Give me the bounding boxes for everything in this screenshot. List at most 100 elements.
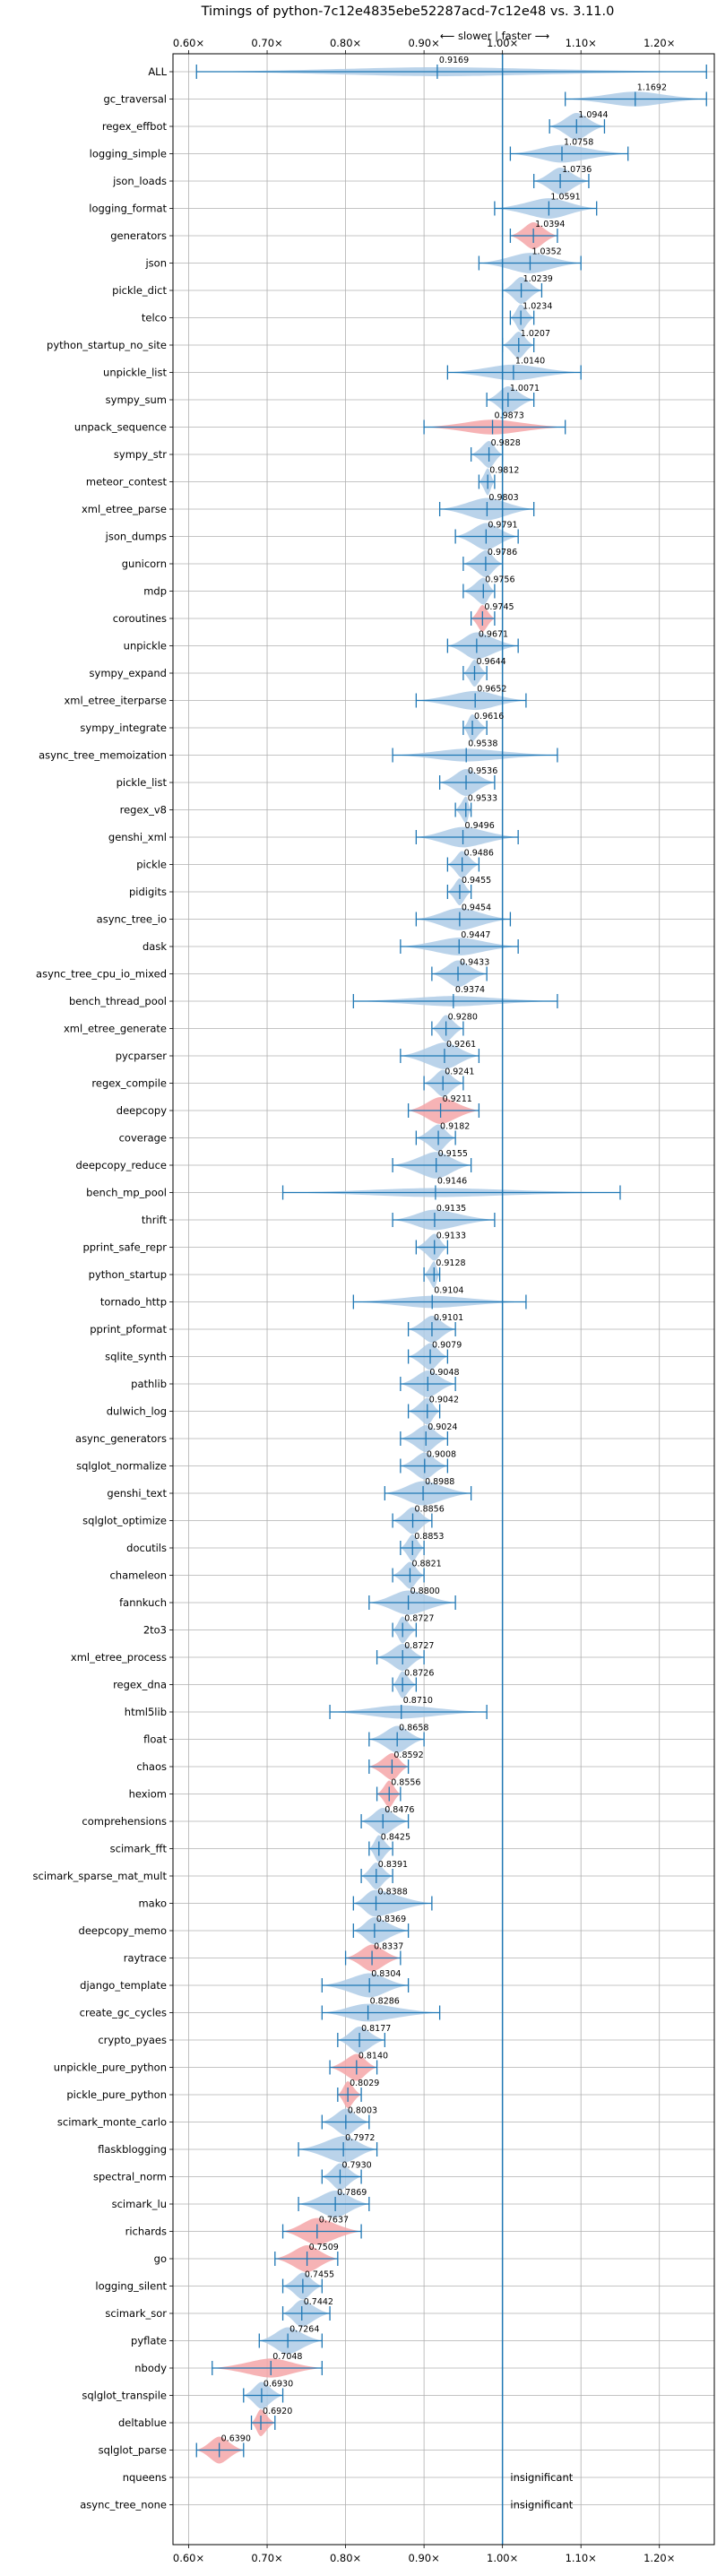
median-value-label: 0.9786 — [488, 548, 517, 558]
median-value-label: 0.6390 — [221, 2434, 251, 2444]
benchmark-label: xml_etree_iterparse — [64, 695, 167, 707]
benchmark-label: pathlib — [131, 1378, 167, 1390]
median-value-label: 0.7264 — [289, 2325, 319, 2335]
median-value-label: 0.9042 — [429, 1396, 459, 1405]
median-value-label: 0.6920 — [263, 2407, 292, 2416]
x-tick-label-bottom: 1.00× — [487, 2552, 518, 2564]
benchmark-label: pidigits — [129, 886, 167, 898]
median-value-label: 1.0239 — [523, 274, 553, 284]
benchmark-label: deepcopy_memo — [79, 1924, 167, 1937]
median-value-label: 0.7509 — [309, 2243, 339, 2252]
median-value-label: 0.8726 — [404, 1669, 434, 1679]
median-value-label: 0.6930 — [263, 2380, 293, 2390]
benchmark-label: async_tree_memoization — [39, 749, 167, 762]
benchmark-label: async_generators — [75, 1432, 167, 1445]
benchmark-label: spectral_norm — [93, 2171, 167, 2183]
benchmark-label: telco — [142, 312, 167, 324]
median-value-label: 0.8425 — [381, 1833, 410, 1843]
median-value-label: 0.8800 — [410, 1586, 440, 1596]
benchmark-label: dask — [143, 940, 167, 953]
benchmark-label: regex_compile — [91, 1077, 167, 1090]
benchmark-label: docutils — [126, 1542, 167, 1554]
benchmark-label: logging_format — [89, 203, 167, 215]
benchmark-label: unpickle_list — [103, 367, 167, 379]
benchmark-label: xml_etree_process — [71, 1651, 167, 1664]
benchmark-label: unpickle — [124, 640, 167, 653]
benchmark-label: deepcopy_reduce — [75, 1159, 167, 1171]
median-value-label: 0.8177 — [361, 2024, 391, 2034]
median-value-label: 0.9756 — [485, 575, 514, 585]
median-value-label: 1.0207 — [521, 329, 550, 339]
benchmark-label: raytrace — [124, 1952, 167, 1965]
median-value-label: 0.9048 — [429, 1368, 459, 1378]
median-value-label: 0.7637 — [319, 2216, 349, 2226]
median-value-label: 0.9812 — [489, 466, 519, 476]
benchmark-label: crypto_pyaes — [98, 2034, 167, 2046]
benchmark-label: scimark_lu — [112, 2198, 167, 2210]
benchmark-label: pickle_dict — [112, 284, 167, 297]
median-value-label: 0.8391 — [378, 1860, 408, 1870]
median-value-label: 0.9533 — [468, 794, 497, 804]
benchmark-label: unpack_sequence — [74, 421, 167, 434]
median-value-label: 0.8369 — [376, 1915, 406, 1924]
median-value-label: 0.7048 — [272, 2352, 302, 2362]
median-value-label: 0.8286 — [370, 1997, 400, 2007]
benchmark-label: bench_mp_pool — [86, 1187, 167, 1199]
benchmark-label: comprehensions — [82, 1815, 167, 1828]
benchmark-label: hexiom — [129, 1788, 167, 1801]
insignificant-note: insignificant — [510, 2499, 573, 2511]
benchmark-label: flaskblogging — [98, 2143, 167, 2156]
median-value-label: 1.0352 — [531, 247, 561, 257]
median-value-label: 0.7442 — [304, 2297, 333, 2307]
median-value-label: 0.9024 — [428, 1422, 457, 1432]
median-value-label: 0.9644 — [476, 657, 505, 667]
benchmark-label: async_tree_io — [97, 913, 167, 926]
benchmark-label: bench_thread_pool — [69, 995, 167, 1007]
x-tick-label-bottom: 1.20× — [644, 2552, 675, 2564]
benchmark-label: pickle — [136, 859, 167, 871]
median-value-label: 0.9008 — [427, 1450, 456, 1460]
benchmark-label: python_startup — [89, 1268, 167, 1281]
benchmark-label: sympy_sum — [106, 393, 167, 406]
chart-title: Timings of python-7c12e4835ebe52287acd-7… — [201, 4, 615, 19]
x-tick-label-top: 0.60× — [173, 37, 204, 49]
benchmark-label: pprint_safe_repr — [82, 1241, 167, 1254]
median-value-label: 0.9447 — [461, 930, 490, 940]
median-value-label: 0.7455 — [305, 2270, 334, 2280]
benchmark-label: mako — [138, 1897, 167, 1910]
benchmark-label: logging_simple — [90, 148, 167, 160]
benchmark-label: dulwich_log — [107, 1405, 167, 1418]
benchmark-label: unpickle_pure_python — [54, 2062, 167, 2074]
median-value-label: 0.7972 — [345, 2133, 375, 2143]
benchmark-label: meteor_contest — [86, 476, 168, 488]
median-value-label: 0.9261 — [446, 1040, 476, 1050]
median-value-label: 0.8592 — [393, 1750, 423, 1760]
benchmark-label: coverage — [119, 1132, 167, 1145]
median-value-label: 0.8029 — [350, 2079, 379, 2088]
benchmark-label: genshi_xml — [108, 831, 167, 843]
median-value-label: 0.8304 — [371, 1969, 401, 1979]
x-tick-label-top: 1.20× — [644, 37, 675, 49]
benchmark-label: pyflate — [131, 2335, 167, 2347]
benchmark-label: richards — [125, 2226, 167, 2238]
benchmark-label: django_template — [80, 1979, 167, 1992]
median-value-label: 0.8658 — [399, 1724, 428, 1733]
benchmark-label: sympy_str — [114, 448, 167, 461]
labels-layer: 0.60× 0.60× 0.70× 0.70× 0.80× 0.80× 0.90× 0.90×… — [33, 37, 676, 2564]
benchmark-label: async_tree_cpu_io_mixed — [36, 968, 167, 981]
median-value-label: 0.9104 — [434, 1286, 463, 1296]
x-tick-label-top: 1.00× — [487, 37, 518, 49]
x-tick-label-bottom: 0.70× — [251, 2552, 282, 2564]
benchmark-label: html5lib — [125, 1706, 167, 1718]
benchmark-label: float — [143, 1733, 167, 1746]
benchmark-label: sympy_expand — [90, 667, 167, 679]
median-value-label: 0.9538 — [468, 739, 497, 749]
benchmark-label: xml_etree_parse — [82, 503, 167, 515]
benchmark-label: pycparser — [116, 1050, 168, 1062]
median-value-label: 1.0071 — [510, 384, 540, 393]
benchmark-label: python_startup_no_site — [47, 339, 167, 351]
benchmark-label: pickle_list — [117, 776, 168, 789]
median-value-label: 0.9241 — [445, 1068, 474, 1077]
median-value-label: 0.9803 — [488, 493, 518, 503]
